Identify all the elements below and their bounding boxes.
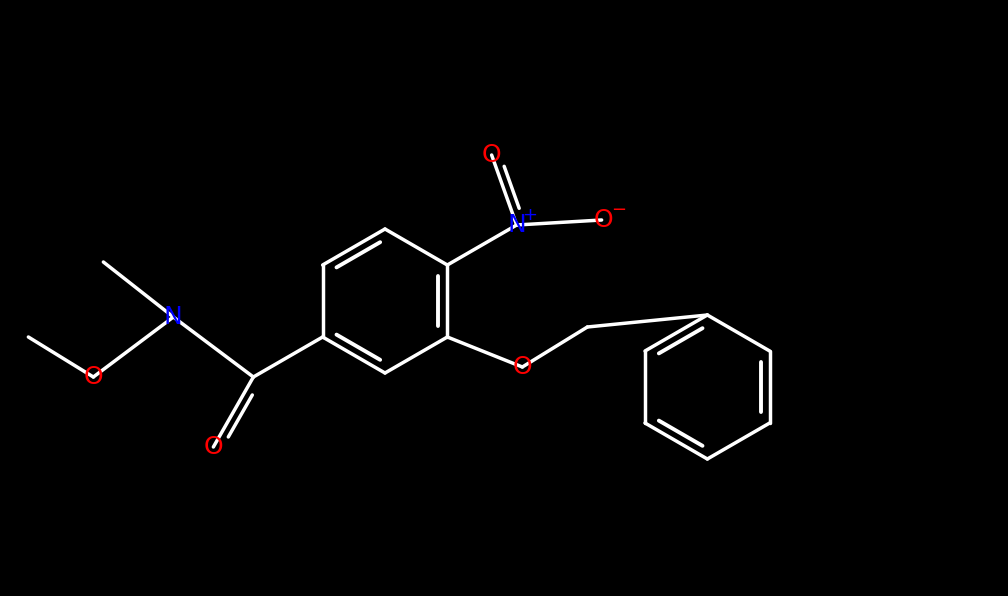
Text: O: O — [512, 355, 532, 379]
Text: N: N — [164, 305, 182, 329]
Text: O: O — [594, 208, 614, 232]
Text: −: − — [611, 201, 626, 219]
Text: O: O — [482, 143, 501, 167]
Text: N: N — [507, 213, 526, 237]
Text: +: + — [522, 206, 537, 224]
Text: O: O — [84, 365, 103, 389]
Text: O: O — [204, 435, 223, 459]
